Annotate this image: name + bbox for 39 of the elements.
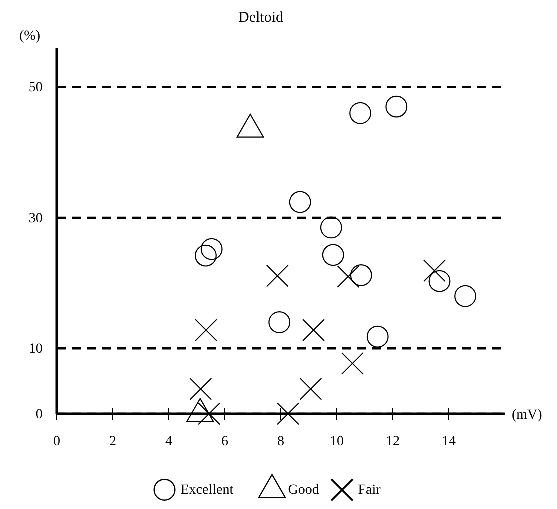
x-tick-label: 4 [166,434,172,450]
point [195,319,218,342]
point [200,238,223,260]
point [386,96,408,118]
legend-label: Excellent [180,483,234,498]
x-tick-label: 10 [330,434,344,450]
y-tick-label: 30 [28,211,43,226]
point [350,102,372,124]
x-axis-title: (mV) [512,408,543,423]
point [454,285,476,308]
point [266,264,289,288]
x-tick-label: 6 [222,434,228,450]
x-tick-label: 0 [54,434,60,450]
y-tick-label: 50 [28,80,43,96]
point [320,216,342,239]
legend-label: Good [288,483,320,498]
point [423,260,446,282]
point [190,378,212,400]
legend-label: Fair [358,483,382,498]
point [366,326,389,348]
y-axis-title: (%) [20,29,41,44]
point [322,244,344,266]
point [428,270,451,292]
point [289,191,312,214]
y-tick-label: 0 [36,407,43,422]
point [195,244,217,267]
x-tick-label: 14 [442,434,456,450]
point [341,352,364,375]
point [350,264,372,286]
chart-title: Deltoid [238,10,284,26]
point [337,266,360,288]
point [268,312,291,334]
x-tick-label: 2 [110,434,116,450]
x-tick-label: 12 [386,434,400,450]
point [302,319,325,342]
point [277,402,300,426]
x-tick-label: 8 [278,434,284,450]
y-tick-label: 10 [28,342,43,358]
point [300,378,322,400]
